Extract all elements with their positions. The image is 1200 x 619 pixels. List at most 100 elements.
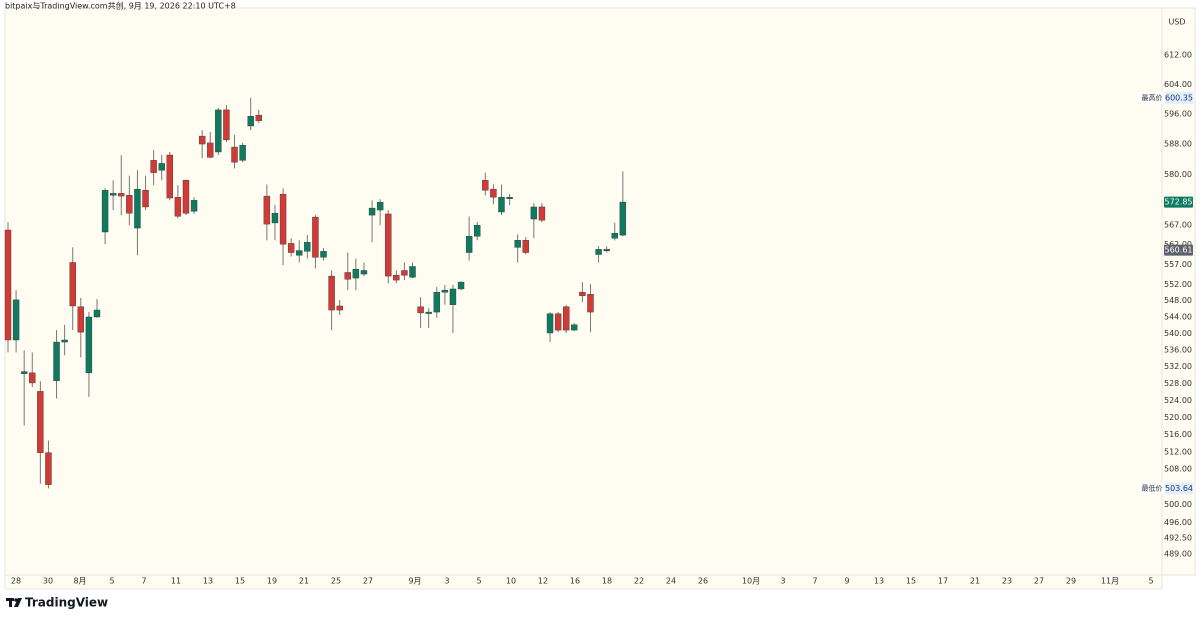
x-tick-label: 10月 (742, 577, 760, 586)
y-tick-label: 557.00 (1164, 260, 1192, 269)
candle-body (239, 144, 246, 161)
y-tick-label: 512.00 (1164, 447, 1192, 456)
candle-body (312, 216, 319, 258)
y-tick-label: 596.00 (1164, 109, 1192, 118)
candle-body (85, 316, 93, 374)
candle-body (514, 240, 521, 248)
candle-body (385, 213, 392, 277)
candle-body (287, 243, 295, 253)
y-tick-label: 588.00 (1164, 140, 1192, 149)
candle-body (554, 313, 562, 331)
candle-body (304, 242, 311, 252)
candle-body (279, 193, 287, 245)
candle-body (271, 212, 279, 224)
x-tick-label: 25 (331, 577, 341, 586)
candle-body (563, 306, 570, 331)
candle-body (174, 197, 182, 217)
price-label: 572.85 (1165, 198, 1193, 207)
x-tick-label: 10 (506, 577, 516, 586)
candle-body (376, 202, 384, 211)
y-tick-label: 500.00 (1164, 500, 1192, 509)
candle-body (4, 229, 12, 341)
candle-body (12, 299, 20, 341)
x-tick-label: 11月 (1101, 577, 1119, 586)
annotation-label: 最低价 (1142, 483, 1163, 492)
annotation-box (1139, 482, 1166, 495)
x-tick-label: 13 (874, 577, 884, 586)
candle-body (126, 195, 133, 214)
candle-body (109, 193, 117, 196)
candle-body (579, 291, 586, 297)
candle-body (118, 193, 125, 197)
x-tick-label: 29 (1066, 577, 1076, 586)
x-tick-label: 13 (203, 577, 213, 586)
candle-body (546, 313, 554, 334)
x-tick-label: 27 (1034, 577, 1044, 586)
candle-body (142, 190, 149, 208)
x-tick-label: 7 (812, 577, 817, 586)
candle-body (263, 195, 271, 225)
y-tick-label: 567.00 (1164, 220, 1192, 229)
x-tick-label: 27 (363, 577, 373, 586)
x-tick-label: 22 (634, 577, 644, 586)
candle-body (223, 109, 230, 141)
price-label-box (1164, 196, 1193, 208)
annotation-value: 503.64 (1165, 484, 1193, 493)
y-tick-label: 544.00 (1164, 312, 1192, 321)
y-tick-label: 548.00 (1164, 296, 1192, 305)
candle-body (61, 339, 68, 343)
candle-body (506, 197, 513, 199)
y-tick-label: 532.00 (1164, 362, 1192, 371)
candle-body (77, 306, 85, 333)
x-tick-label: 24 (666, 577, 676, 586)
x-tick-label: 9 (844, 577, 849, 586)
candle-body (29, 372, 36, 384)
price-label-box (1164, 244, 1193, 256)
candle-body (37, 391, 44, 453)
y-tick-label: 492.50 (1164, 534, 1192, 543)
candle-body (336, 305, 343, 311)
x-tick-label: 9月 (408, 577, 421, 586)
x-tick-label: 19 (267, 577, 277, 586)
y-tick-label: 524.00 (1164, 396, 1192, 405)
y-tick-label: 562.00 (1164, 240, 1192, 249)
candle-body (20, 371, 28, 374)
x-tick-label: 16 (570, 577, 580, 586)
annotation-value-box (1165, 91, 1193, 104)
candle-body (595, 249, 602, 255)
candle-body (207, 142, 214, 158)
candle-body (490, 188, 497, 198)
x-tick-label: 5 (476, 577, 481, 586)
plot-area (4, 7, 1163, 576)
x-tick-label: 5 (1148, 577, 1153, 586)
candle-body (571, 324, 578, 331)
x-tick-label: 12 (538, 577, 548, 586)
x-tick-label: 3 (780, 577, 785, 586)
candle-body (498, 197, 505, 213)
candle-body (53, 341, 60, 382)
x-tick-label: 5 (109, 577, 114, 586)
candle-body (352, 269, 360, 279)
candle-body (474, 225, 481, 237)
y-tick-label: 496.00 (1164, 518, 1192, 527)
candle-body (449, 288, 457, 305)
price-label: 560.61 (1165, 246, 1193, 255)
x-tick-label: 15 (235, 577, 245, 586)
y-tick-label: 520.00 (1164, 413, 1192, 422)
x-tick-label: 26 (698, 577, 708, 586)
candle-body (296, 250, 303, 256)
candle-body (425, 311, 432, 314)
x-tick-label: 28 (11, 577, 21, 586)
x-tick-label: 15 (906, 577, 916, 586)
header: bitpaix与TradingView.com共创, 9月 19, 2026 2… (5, 1, 236, 11)
y-tick-label: 604.00 (1164, 80, 1192, 89)
x-tick-label: 17 (938, 577, 948, 586)
candle-body (231, 146, 238, 163)
candle-body (247, 116, 254, 127)
candle-body (198, 135, 206, 145)
logo-icon (6, 598, 22, 607)
x-tick-label: 30 (43, 577, 53, 586)
x-tick-label: 3 (444, 577, 449, 586)
candle-body (368, 207, 376, 216)
candle-body (433, 291, 440, 313)
